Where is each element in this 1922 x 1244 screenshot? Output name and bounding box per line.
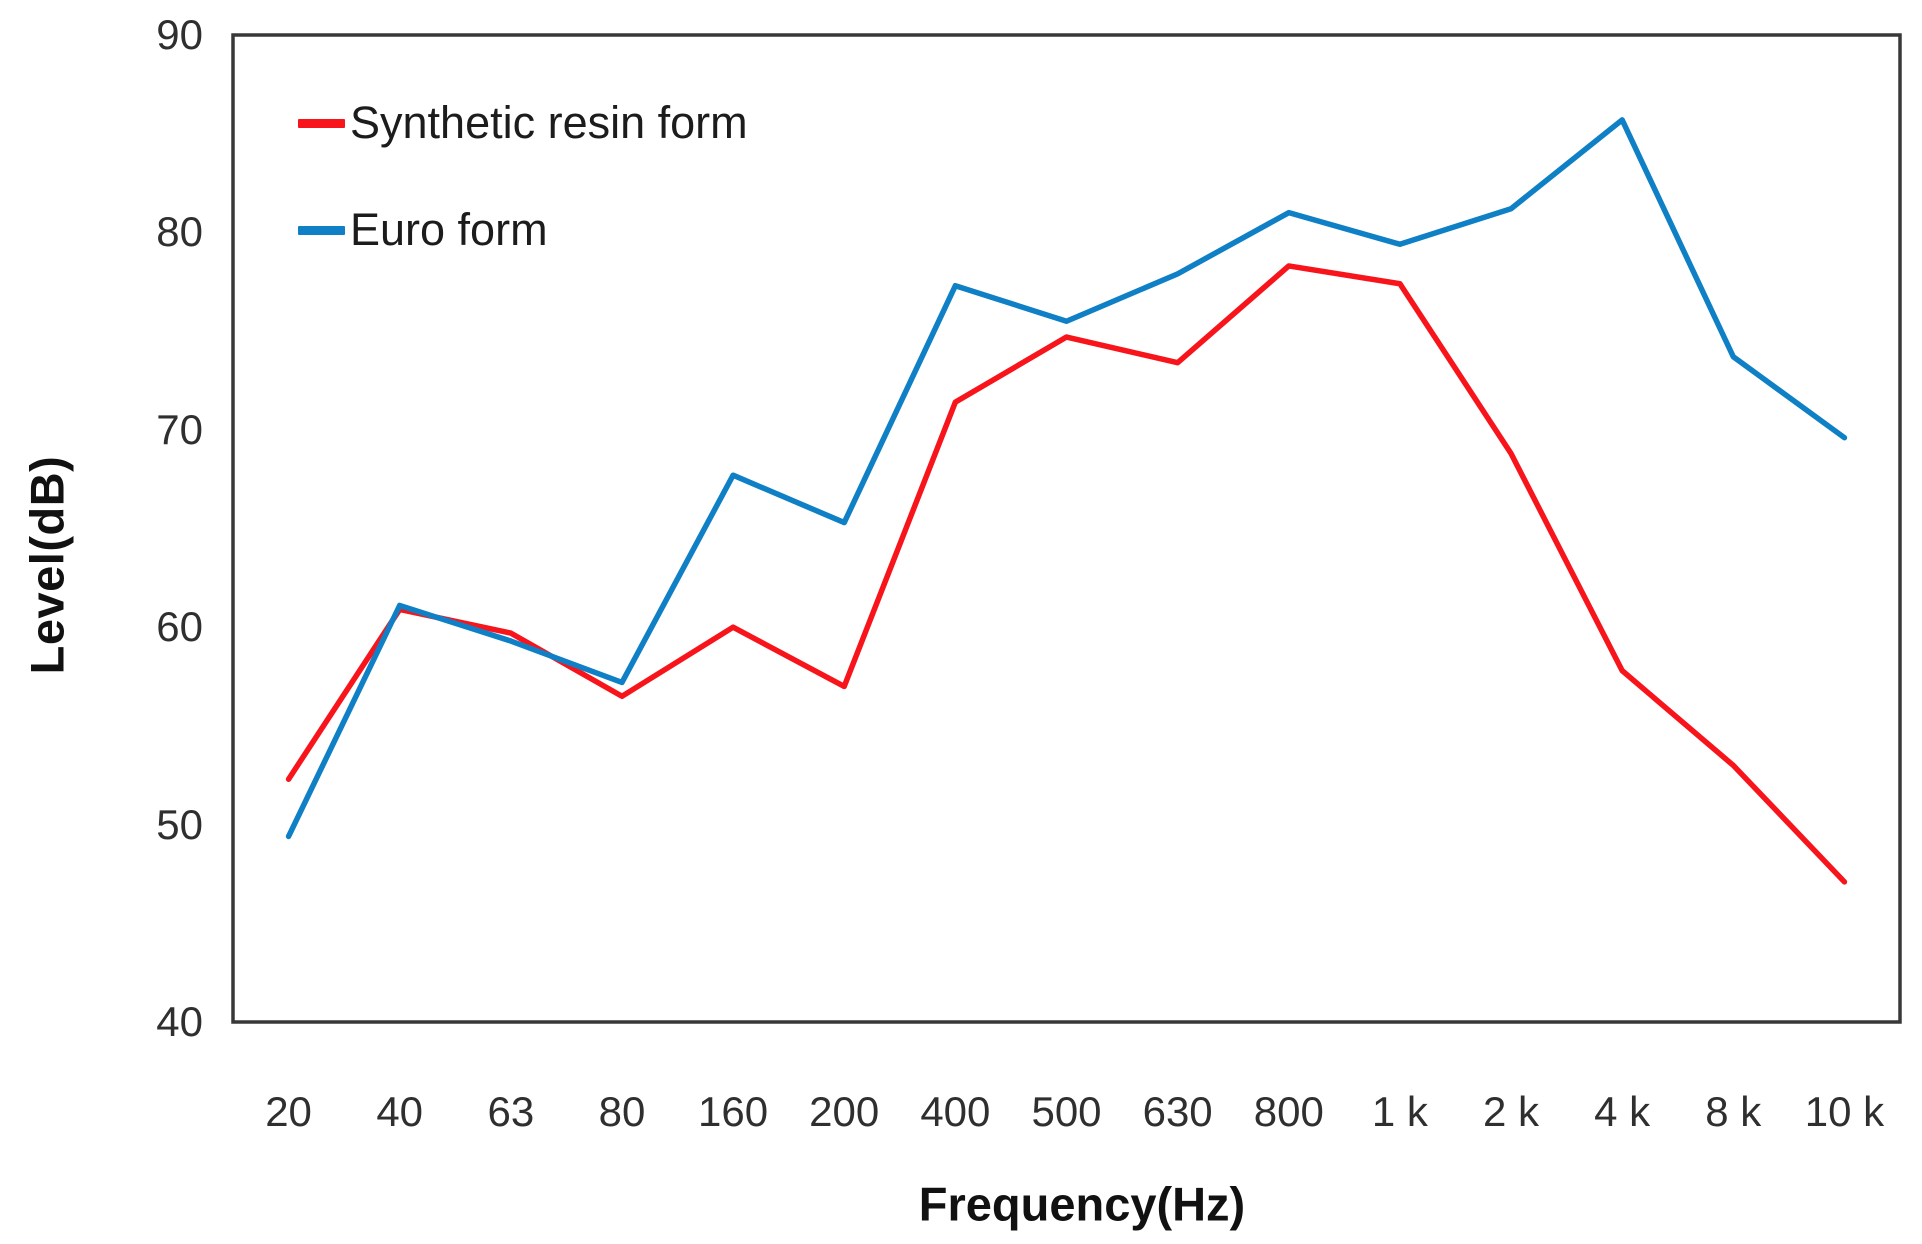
x-tick-label-8k: 8 k	[1705, 1088, 1762, 1135]
x-tick-label-80: 80	[598, 1088, 646, 1135]
legend-item-synthetic-resin-form: Synthetic resin form	[298, 97, 748, 149]
axis-frame	[231, 33, 1902, 1024]
legend-label-synthetic-resin-form: Synthetic resin form	[350, 97, 748, 148]
series-line-synthetic-resin-form	[285, 263, 1848, 885]
x-tick-label-40: 40	[376, 1088, 424, 1135]
x-tick-label-200: 200	[809, 1088, 880, 1135]
x-tick-label-4k: 4 k	[1594, 1088, 1651, 1135]
y-tick-label-90: 90	[156, 11, 203, 58]
x-tick-label-63: 63	[487, 1088, 535, 1135]
x-tick-label-160: 160	[698, 1088, 769, 1135]
legend-swatch-blue-line	[298, 225, 345, 235]
x-tick-label-500: 500	[1031, 1088, 1102, 1135]
x-tick-label-10k: 10 k	[1804, 1088, 1885, 1135]
x-tick-label-800: 800	[1253, 1088, 1324, 1135]
y-tick-label-60: 60	[156, 603, 203, 651]
x-tick-label-20: 20	[265, 1088, 312, 1135]
legend-label-euro-form: Euro form	[350, 204, 548, 255]
series-line-euro-form	[285, 117, 1848, 840]
x-tick-label-400: 400	[920, 1088, 991, 1135]
x-tick-label-630: 630	[1142, 1088, 1213, 1135]
y-tick-label-50: 50	[156, 800, 203, 848]
legend-swatch-red-line	[298, 118, 345, 128]
x-axis-title: Frequency(Hz)	[918, 1177, 1246, 1231]
y-tick-label-70: 70	[156, 405, 203, 453]
x-tick-label-2k: 2 k	[1483, 1088, 1540, 1135]
y-tick-label-40: 40	[156, 998, 203, 1045]
legend-item-euro-form: Euro form	[298, 204, 548, 256]
x-tick-label-1k: 1 k	[1371, 1088, 1428, 1135]
y-tick-label-80: 80	[156, 208, 203, 256]
